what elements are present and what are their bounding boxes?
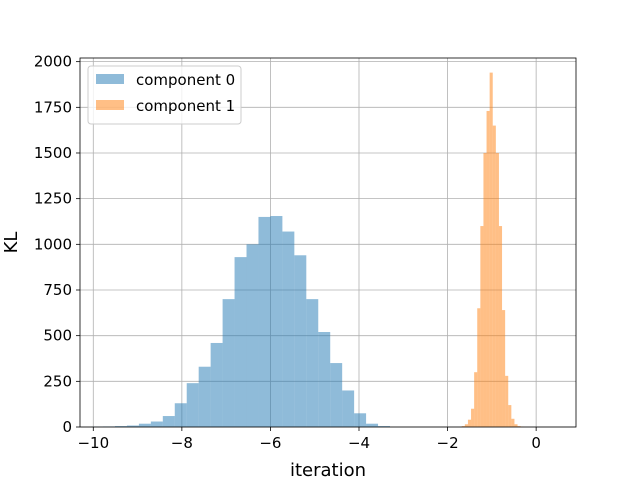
y-axis-label: KL xyxy=(1,232,22,254)
bar-component-0-bin-17 xyxy=(294,255,307,427)
bar-component-1-bin-1 xyxy=(464,424,468,427)
y-axis-ticks: 0 250 500 750 1000 1250 1500 1750 2000 xyxy=(34,53,80,436)
y-tick-label-3: 750 xyxy=(43,281,72,299)
bar-component-1-bin-8 xyxy=(486,110,490,427)
bar-component-1-bin-17 xyxy=(514,424,518,427)
bar-component-1-bin-9 xyxy=(489,72,493,427)
bar-component-1-bin-10 xyxy=(492,125,496,427)
bar-component-1-bin-16 xyxy=(511,418,515,427)
bar-component-1-bin-14 xyxy=(505,375,509,427)
bar-component-0-bin-16 xyxy=(282,231,295,427)
x-tick-label-0: −10 xyxy=(77,434,109,452)
legend-label-component-1: component 1 xyxy=(136,97,235,115)
bar-component-0-bin-3 xyxy=(126,425,139,427)
bar-component-0-bin-18 xyxy=(306,299,319,427)
bar-component-1-bin-4 xyxy=(474,372,478,427)
bar-component-0-bin-12 xyxy=(234,257,247,427)
bar-component-0-bin-24 xyxy=(378,426,390,427)
plot-frame xyxy=(79,57,577,428)
y-tick-label-1: 250 xyxy=(43,372,72,390)
x-tick-label-4: −2 xyxy=(437,434,459,452)
bar-component-0-bin-20 xyxy=(330,363,343,427)
bar-component-0-bin-22 xyxy=(354,413,367,427)
legend-box xyxy=(87,65,242,125)
bar-component-1-bin-0 xyxy=(461,426,465,427)
bar-component-0-bin-4 xyxy=(138,423,151,427)
bar-component-1-bin-18 xyxy=(517,426,521,427)
bar-component-0-bin-23 xyxy=(366,423,379,427)
bar-component-0-bin-15 xyxy=(270,216,283,427)
bar-component-1-bin-3 xyxy=(471,408,475,427)
legend: component 0 component 1 xyxy=(87,65,242,125)
bar-component-1-bin-13 xyxy=(502,310,506,427)
legend-label-component-0: component 0 xyxy=(136,71,235,89)
x-axis-ticks: −10 −8 −6 −4 −2 0 xyxy=(77,427,541,452)
y-tick-label-8: 2000 xyxy=(34,53,72,71)
bar-component-0-bin-19 xyxy=(318,332,331,427)
bar-component-1-bin-7 xyxy=(483,152,487,427)
y-tick-label-5: 1250 xyxy=(34,190,72,208)
y-tick-label-0: 0 xyxy=(62,418,72,436)
bar-component-0-bin-6 xyxy=(162,416,175,427)
y-tick-label-2: 500 xyxy=(43,327,72,345)
y-tick-label-7: 1750 xyxy=(34,98,72,116)
legend-swatch-component-0 xyxy=(96,74,124,84)
bar-component-1-bin-11 xyxy=(495,152,499,427)
bar-component-0-bin-2 xyxy=(114,426,127,427)
bar-component-1-bin-2 xyxy=(467,419,472,427)
x-axis-label: iteration xyxy=(290,460,366,480)
bar-component-0-bin-11 xyxy=(222,299,235,427)
bar-component-1-bin-15 xyxy=(508,405,512,427)
bar-component-0-bin-8 xyxy=(186,383,199,427)
x-tick-label-2: −6 xyxy=(259,434,281,452)
bar-component-1-bin-6 xyxy=(480,226,484,427)
x-tick-label-5: 0 xyxy=(531,434,541,452)
bar-component-0-bin-7 xyxy=(174,403,187,427)
bar-component-0-bin-13 xyxy=(246,244,259,427)
bar-component-0-bin-10 xyxy=(210,342,223,427)
y-tick-label-4: 1000 xyxy=(34,235,72,253)
histogram-bars xyxy=(91,72,524,427)
x-tick-label-1: −8 xyxy=(171,434,193,452)
bar-component-0-bin-14 xyxy=(258,216,271,427)
bar-component-1-bin-5 xyxy=(477,308,481,427)
y-tick-label-6: 1500 xyxy=(34,144,72,162)
x-tick-label-3: −4 xyxy=(348,434,370,452)
bar-component-0-bin-21 xyxy=(342,390,355,427)
bar-component-0-bin-9 xyxy=(198,366,211,427)
bar-component-0-bin-5 xyxy=(150,421,163,427)
legend-swatch-component-1 xyxy=(96,100,124,110)
bar-component-1-bin-12 xyxy=(498,226,503,427)
